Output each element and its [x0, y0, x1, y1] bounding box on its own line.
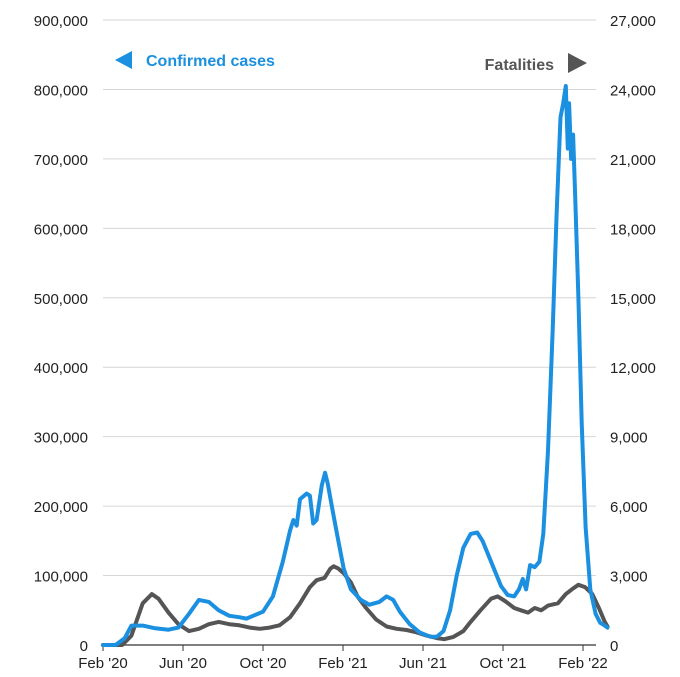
x-tick-label: Feb '20 [78, 655, 128, 672]
right-y-tick-label: 6,000 [610, 499, 648, 516]
left-y-tick-label: 0 [80, 638, 88, 655]
left-y-tick-label: 500,000 [34, 291, 88, 308]
left-y-tick-label: 400,000 [34, 360, 88, 377]
x-tick-label: Feb '22 [558, 655, 608, 672]
right-y-axis-ticks: 0 3,000 6,000 9,000 12,000 15,000 18,000 21,000… [610, 13, 656, 655]
right-y-tick-label: 27,000 [610, 13, 656, 30]
x-tick-label: Jun '20 [159, 655, 207, 672]
right-y-tick-label: 24,000 [610, 82, 656, 99]
right-y-tick-label: 9,000 [610, 430, 648, 447]
left-y-tick-label: 100,000 [34, 569, 88, 586]
right-y-tick-label: 21,000 [610, 152, 656, 169]
right-y-tick-label: 12,000 [610, 360, 656, 377]
legend-fatalities: Fatalities [485, 53, 587, 74]
left-y-axis-ticks: 0 100,000 200,000 300,000 400,000 500,000 600,… [34, 13, 88, 655]
gridlines [103, 19, 596, 577]
x-tick-label: Jun '21 [399, 655, 447, 672]
x-tick-label: Oct '20 [239, 655, 286, 672]
x-axis-ticks: Feb '20 Jun '20 Oct '20 Feb '21 Jun '21 Oct '… [78, 645, 608, 672]
x-tick-label: Oct '21 [479, 655, 526, 672]
right-y-tick-label: 18,000 [610, 221, 656, 238]
left-arrow-icon [115, 51, 132, 69]
legend-confirmed-cases: Confirmed cases [115, 51, 275, 70]
right-y-tick-label: 3,000 [610, 569, 648, 586]
legend-label-confirmed-cases: Confirmed cases [146, 53, 275, 70]
left-y-tick-label: 300,000 [34, 430, 88, 447]
left-y-tick-label: 700,000 [34, 152, 88, 169]
left-y-tick-label: 900,000 [34, 13, 88, 30]
fatalities-line [101, 564, 610, 647]
series-lines [101, 84, 610, 647]
left-y-tick-label: 200,000 [34, 499, 88, 516]
confirmed-cases-line [101, 84, 610, 647]
left-y-tick-label: 600,000 [34, 221, 88, 238]
right-y-tick-label: 15,000 [610, 291, 656, 308]
right-arrow-icon [568, 53, 587, 73]
legend-label-fatalities: Fatalities [485, 57, 554, 74]
x-tick-label: Feb '21 [318, 655, 368, 672]
right-y-tick-label: 0 [610, 638, 618, 655]
left-y-tick-label: 800,000 [34, 82, 88, 99]
